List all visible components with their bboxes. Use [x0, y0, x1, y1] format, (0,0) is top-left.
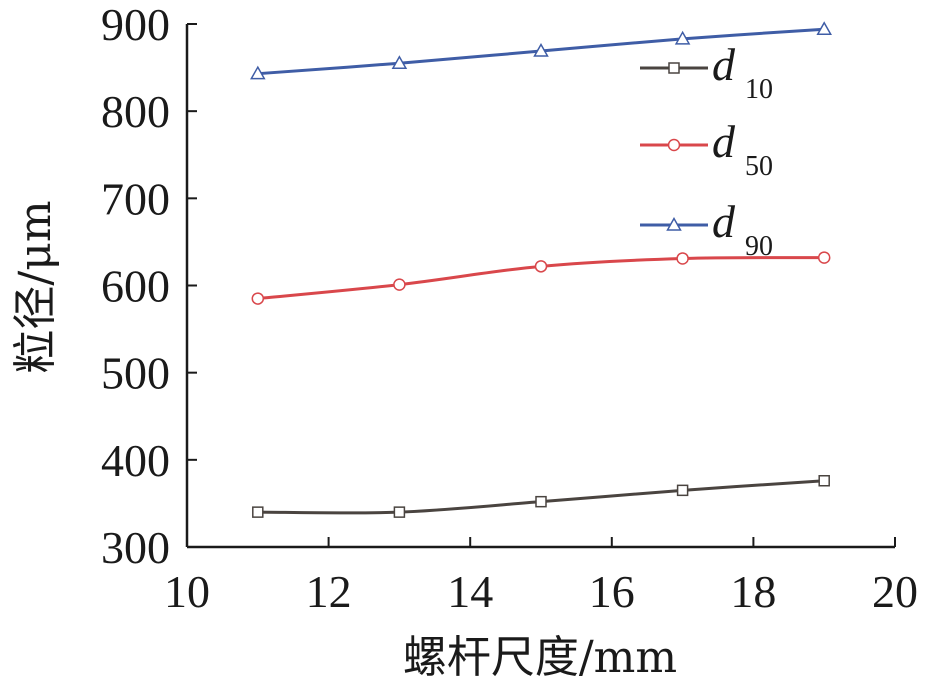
x-tick-label: 20 [872, 566, 918, 617]
data-point-d50 [817, 251, 831, 264]
legend-marker [668, 62, 680, 74]
data-point-d50 [676, 252, 689, 265]
y-tick-label: 400 [101, 435, 170, 486]
legend-subscript: 50 [745, 151, 773, 182]
y-tick-label: 600 [101, 261, 170, 312]
legend-subscript: 90 [745, 231, 773, 262]
data-point-d90 [391, 55, 408, 69]
data-point-d50 [251, 292, 265, 305]
legend-label: d [712, 39, 736, 90]
series-d10 [252, 475, 830, 518]
x-tick-label: 12 [306, 566, 352, 617]
data-point-d10 [393, 506, 406, 518]
series-d90 [250, 21, 832, 80]
data-point-d90 [250, 65, 266, 80]
legend-item-d50: d 50 [640, 116, 773, 182]
x-tick-label: 16 [589, 566, 635, 617]
legend-marker [666, 216, 682, 231]
legend-label: d [712, 196, 736, 247]
plot-area [250, 21, 832, 518]
data-point-d50 [534, 260, 548, 273]
data-point-d90 [674, 30, 691, 45]
data-point-d90 [816, 21, 832, 35]
data-point-d90 [533, 42, 549, 57]
x-tick-label: 10 [164, 566, 210, 617]
y-tick-label: 700 [101, 173, 170, 224]
data-point-d10 [535, 495, 547, 508]
legend-label: d [712, 116, 736, 167]
data-point-d10 [676, 484, 689, 497]
y-tick-label: 900 [101, 0, 170, 50]
series-d50 [251, 251, 831, 305]
legend-item-d90: d 90 [640, 196, 773, 262]
axes: 10 12 14 16 18 20 300 400 500 600 700 800 900 [101, 0, 918, 617]
y-tick-label: 300 [101, 522, 170, 573]
y-axis-label: 粒径/μm [10, 200, 61, 373]
legend: d 10 d 50 d 90 [640, 39, 773, 262]
y-tick-label: 800 [101, 86, 170, 137]
y-tick-label: 500 [101, 348, 170, 399]
x-axis-label: 螺杆尺度/mm [403, 632, 677, 683]
legend-item-d10: d 10 [640, 39, 773, 105]
legend-marker [667, 138, 681, 152]
data-point-d50 [393, 278, 406, 291]
data-point-d10 [818, 475, 830, 487]
data-point-d10 [252, 506, 264, 518]
x-tick-label: 14 [447, 566, 493, 617]
legend-subscript: 10 [745, 74, 773, 105]
x-tick-label: 18 [730, 566, 776, 617]
